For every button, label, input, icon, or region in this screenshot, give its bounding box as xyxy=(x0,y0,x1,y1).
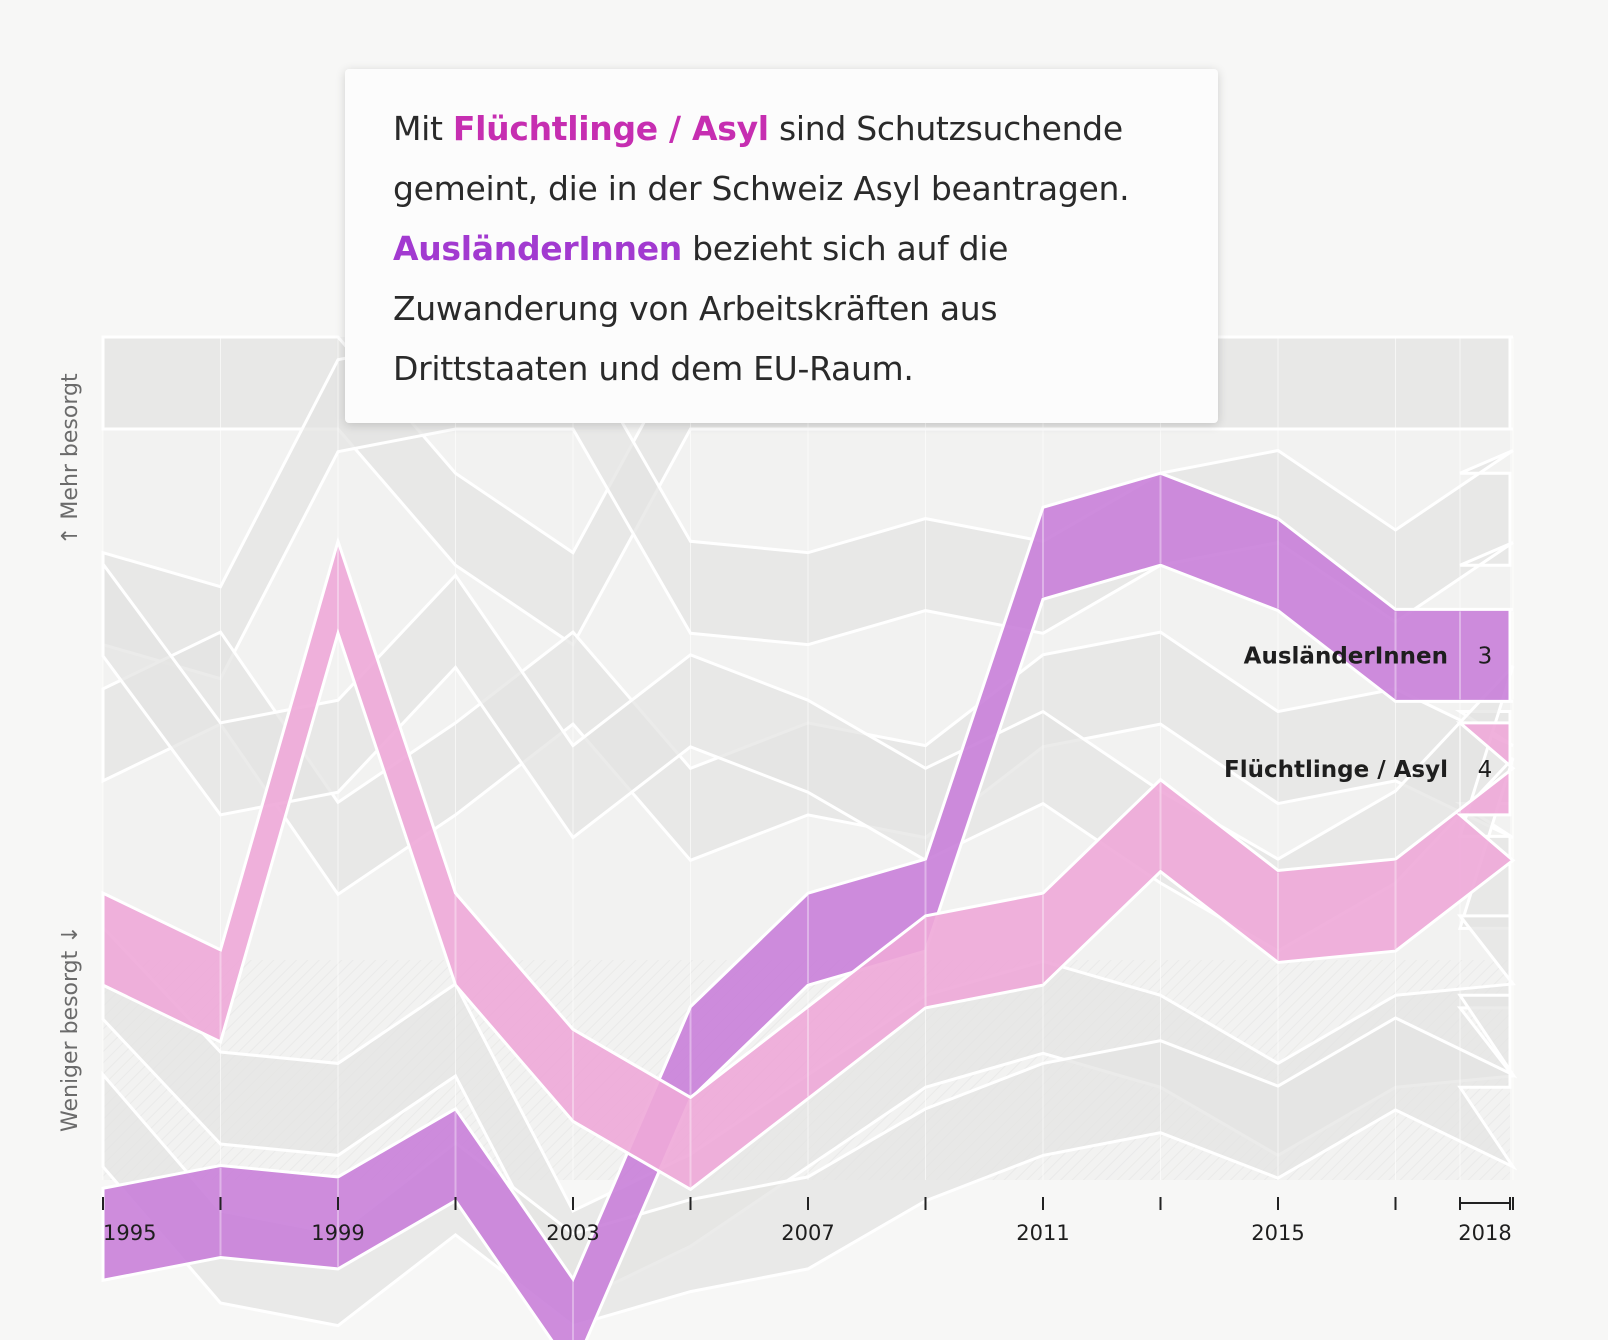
series-point-0 xyxy=(924,861,927,950)
series-band-0 xyxy=(101,471,1513,1340)
series-point-1 xyxy=(1459,724,1461,813)
series-rank-1: 4 xyxy=(1478,757,1493,783)
series-point-1 xyxy=(454,895,457,984)
series-point-1 xyxy=(572,1031,574,1120)
series-point-1 xyxy=(689,1099,692,1188)
highlight-series xyxy=(101,471,1516,1340)
series-label-0: AusländerInnen xyxy=(1244,643,1448,669)
series-label-1: Flüchtlinge / Asyl xyxy=(1224,757,1448,783)
series-point-0 xyxy=(1277,520,1279,609)
series-labels: AusländerInnen 3 Flüchtlinge / Asyl 4 xyxy=(1224,643,1492,783)
x-tick-label: 1995 xyxy=(103,1221,156,1245)
series-point-0 xyxy=(1159,475,1162,564)
series-point-0 xyxy=(337,1178,339,1267)
x-tick-label: 2015 xyxy=(1251,1221,1304,1245)
x-tick-label: 2007 xyxy=(781,1221,834,1245)
less-worried-label: Weniger besorgt ↓ xyxy=(58,925,83,1132)
arrow-down-icon: ↓ xyxy=(58,925,83,944)
series-point-1 xyxy=(924,917,927,1006)
arrow-up-icon: ↑ xyxy=(58,526,83,545)
series-point-0 xyxy=(454,1110,457,1199)
series-point-0 xyxy=(1394,611,1397,700)
less-worried-text: Weniger besorgt xyxy=(58,950,83,1132)
x-tick-label: 2011 xyxy=(1016,1221,1069,1245)
highlight-foreigners: AusländerInnen xyxy=(393,229,682,268)
callout-text-1: Mit xyxy=(393,109,453,148)
series-point-0 xyxy=(689,1008,692,1097)
x-tick-label: 1999 xyxy=(311,1221,364,1245)
x-tick-label: 2018 xyxy=(1458,1221,1511,1245)
series-point-0 xyxy=(219,1167,222,1256)
series-point-1 xyxy=(1159,781,1162,870)
series-point-0 xyxy=(102,1190,104,1279)
highlight-refugees: Flüchtlinge / Asyl xyxy=(452,109,769,148)
callout-text-2: sind Schutzsuchende gemeint, die in der … xyxy=(393,109,1130,208)
series-point-1 xyxy=(102,895,104,984)
series-point-1 xyxy=(1394,861,1397,950)
series-point-1 xyxy=(1277,872,1279,961)
series-band-1 xyxy=(101,536,1516,1192)
callout-text: Mit Flüchtlinge / Asyl sind Schutzsuchen… xyxy=(393,99,1170,399)
more-worried-label: ↑ Mehr besorgt xyxy=(58,373,83,545)
x-axis: 1995 1999 2003 2007 2011 2015 2018 xyxy=(102,1197,1514,1245)
x-tick-label: 2003 xyxy=(546,1221,599,1245)
series-point-0 xyxy=(1459,611,1461,700)
series-point-0 xyxy=(1042,509,1044,598)
series-point-1 xyxy=(1512,770,1514,859)
series-point-0 xyxy=(807,895,809,984)
callout-text-3: bezieht sich auf die Zuwanderung von Arb… xyxy=(393,229,1009,388)
series-point-1 xyxy=(337,543,339,632)
series-point-0 xyxy=(1512,611,1514,700)
series-point-1 xyxy=(219,951,222,1040)
series-point-0 xyxy=(572,1281,574,1340)
series-point-1 xyxy=(807,1008,809,1097)
more-worried-text: Mehr besorgt xyxy=(58,373,83,520)
series-point-1 xyxy=(1042,895,1044,984)
series-rank-0: 3 xyxy=(1478,643,1493,669)
definition-callout: Mit Flüchtlinge / Asyl sind Schutzsuchen… xyxy=(345,69,1218,423)
